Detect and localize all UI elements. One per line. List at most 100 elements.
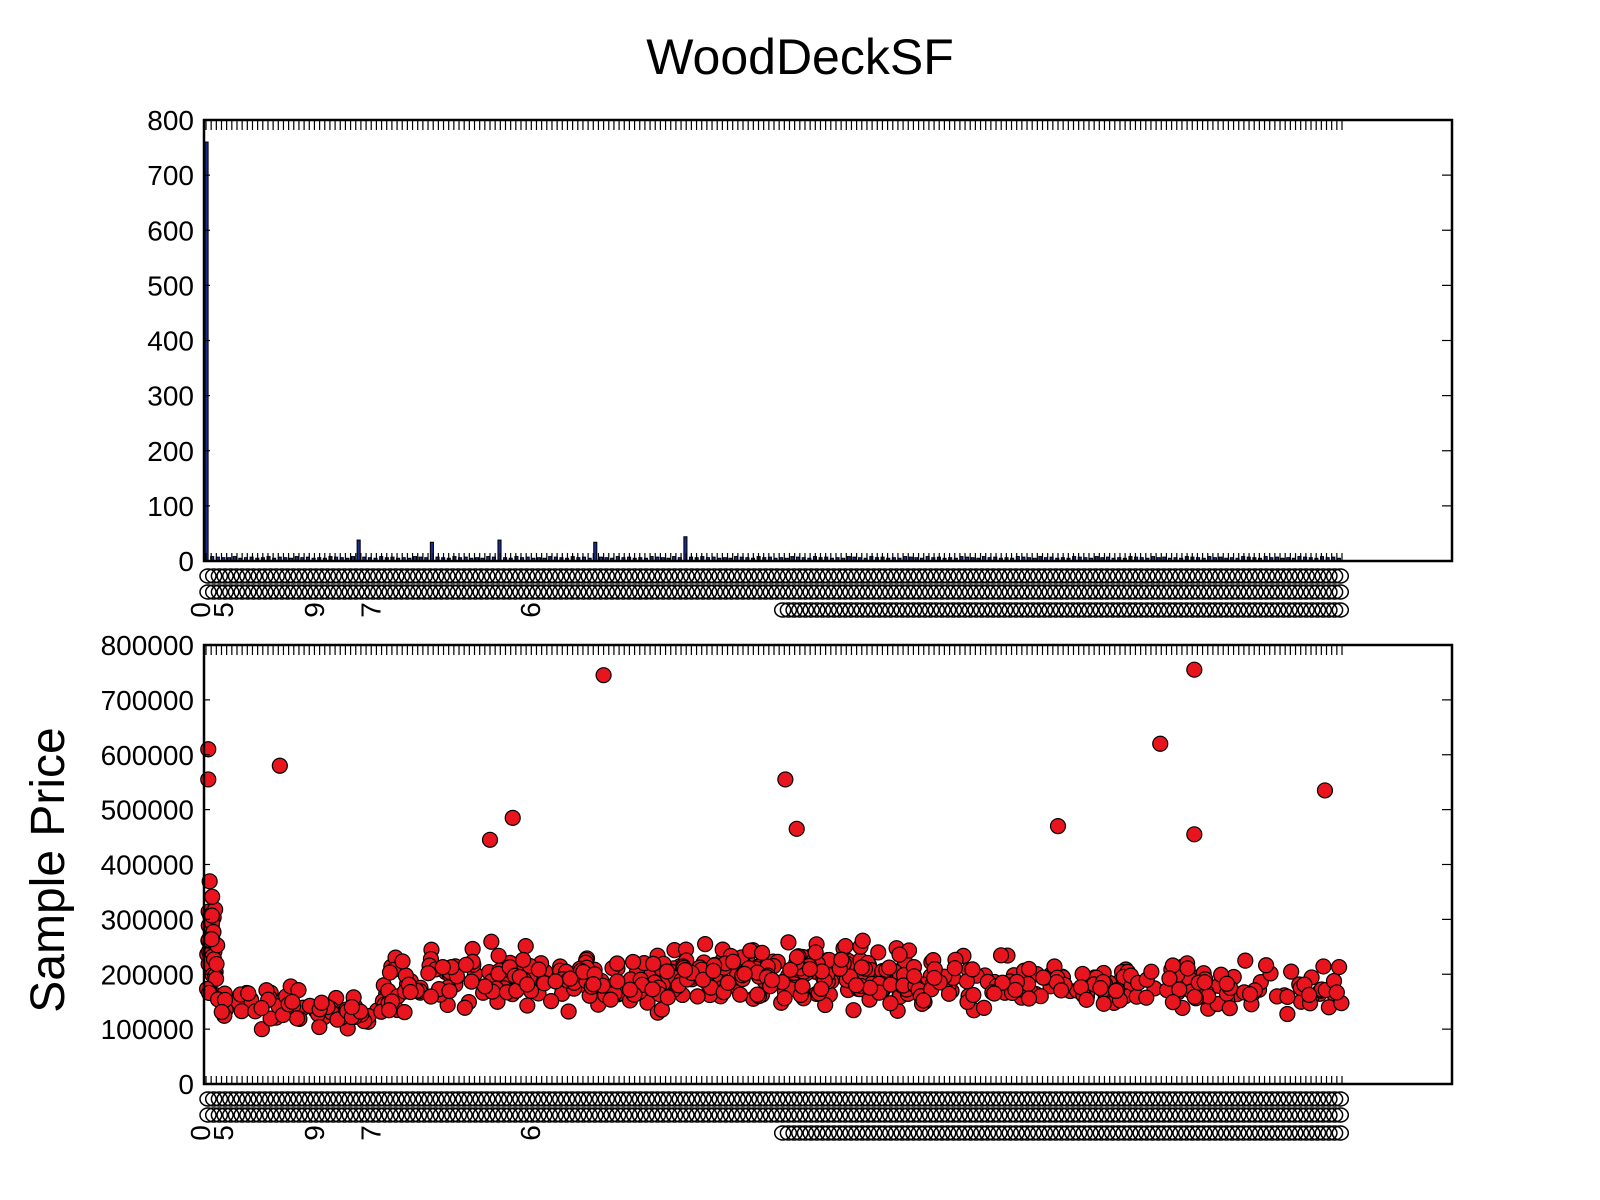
top-x-tick-label xyxy=(1109,568,1128,618)
bottom-x-tick-label xyxy=(1121,1091,1139,1141)
top-x-tick-label xyxy=(950,568,968,618)
top-x-tick-label xyxy=(734,568,752,600)
scatter-point xyxy=(1179,960,1196,977)
scatter-point xyxy=(253,999,270,1017)
top-x-tick-label xyxy=(717,568,735,600)
top-x-tick-label xyxy=(620,568,638,600)
scatter-point xyxy=(1218,975,1235,992)
bottom-x-tick-label xyxy=(728,1091,746,1123)
top-x-tick-label xyxy=(1274,568,1293,618)
top-x-tick-label xyxy=(222,568,240,600)
bottom-x-tick-label xyxy=(392,1091,411,1123)
scatter-point xyxy=(994,974,1011,991)
bottom-x-tick-label xyxy=(563,1091,581,1123)
scatter-points xyxy=(198,661,1350,1038)
top-x-tick-label xyxy=(1052,568,1071,618)
scatter-point xyxy=(986,985,1003,1002)
top-x-tick-label xyxy=(944,568,963,618)
bottom-x-tick-label xyxy=(677,1091,695,1123)
top-x-tick-label xyxy=(586,568,604,600)
bottom-x-tick-label xyxy=(495,1091,513,1123)
top-x-tick-label xyxy=(449,568,468,600)
top-x-tick-label xyxy=(1257,568,1276,618)
top-x-tick-label xyxy=(204,568,223,600)
bottom-x-tick-label xyxy=(1143,1091,1162,1141)
top-x-tick-label xyxy=(1081,568,1099,618)
bottom-x-tick-label xyxy=(648,1091,667,1123)
top-x-tick-label xyxy=(574,568,593,600)
top-x-tick-label xyxy=(478,568,496,600)
scatter-point xyxy=(763,971,781,989)
bottom-x-tick-label xyxy=(1200,1091,1219,1141)
top-x-tick-label xyxy=(1069,568,1088,618)
scatter-point xyxy=(689,988,706,1005)
top-x-tick-label xyxy=(808,568,826,618)
scatter-point xyxy=(1164,994,1182,1011)
bottom-x-tick-label xyxy=(1086,1091,1105,1141)
top-x-tick-label xyxy=(233,568,251,600)
scatter-point xyxy=(1053,982,1070,999)
top-x-tick-label xyxy=(677,568,695,600)
scatter-point xyxy=(530,961,547,978)
top-x-tick-label xyxy=(665,568,684,600)
top-x-tick-label xyxy=(421,568,439,600)
top-x-tick-label xyxy=(495,568,513,600)
bottom-x-tick-label xyxy=(1325,1091,1344,1141)
bottom-x-tick-label xyxy=(830,1091,849,1141)
scatter-point xyxy=(975,999,993,1016)
top-x-tick-label xyxy=(882,568,900,618)
bottom-x-tick-label xyxy=(1018,1091,1037,1141)
scatter-point xyxy=(853,959,870,976)
top-x-tick-label xyxy=(887,568,906,618)
bottom-x-tick-label xyxy=(1206,1091,1224,1141)
top-x-tick-label xyxy=(432,568,451,600)
bottom-x-tick-label xyxy=(961,1091,980,1141)
top-y-tick-label: 0 xyxy=(178,546,194,577)
bottom-x-tick-label xyxy=(864,1091,883,1141)
top-x-tick-label xyxy=(455,568,473,600)
scatter-point xyxy=(208,955,225,973)
top-x-tick-label xyxy=(933,568,951,618)
bottom-x-tick-label xyxy=(1069,1091,1088,1141)
scatter-point xyxy=(1328,984,1345,1001)
top-x-tick-label xyxy=(626,568,644,600)
bottom-x-tick-label xyxy=(637,1091,655,1123)
scatter-point xyxy=(595,667,612,684)
top-x-tick-label xyxy=(938,568,957,618)
scatter-point xyxy=(1143,963,1160,980)
scatter-point xyxy=(288,1010,306,1027)
bottom-x-tick-label xyxy=(682,1091,701,1123)
top-x-tick-label xyxy=(1177,568,1196,618)
scatter-point xyxy=(1279,988,1296,1005)
scatter-point xyxy=(585,976,602,993)
top-x-tick-label xyxy=(1041,568,1059,618)
bottom-x-tick-label xyxy=(711,1091,729,1123)
scatter-point xyxy=(1279,1005,1296,1023)
bottom-x-tick-label xyxy=(853,1091,872,1141)
bottom-x-tick-label xyxy=(1024,1091,1042,1141)
bottom-x-tick-label xyxy=(671,1091,690,1123)
scatter-point xyxy=(732,986,749,1003)
top-x-tick-label xyxy=(1229,568,1247,618)
scatter-point xyxy=(1237,952,1254,969)
top-x-tick-label xyxy=(1001,568,1020,618)
bottom-x-tick-label xyxy=(1183,1091,1202,1141)
top-x-tick-label xyxy=(295,568,314,600)
bottom-x-tick-label xyxy=(222,1091,240,1123)
bottom-x-tick-label xyxy=(1058,1091,1076,1141)
bottom-x-tick-label xyxy=(933,1091,951,1141)
top-x-tick-numeral: 5 xyxy=(208,602,239,618)
top-x-tick-label xyxy=(483,568,502,600)
bottom-x-tick-label xyxy=(1155,1091,1173,1141)
scatter-point xyxy=(213,1003,230,1021)
bottom-x-tick-label xyxy=(773,1091,792,1141)
scatter-point xyxy=(1078,991,1095,1008)
bottom-x-tick-label xyxy=(432,1091,451,1123)
bottom-x-tick-numeral: 5 xyxy=(208,1125,239,1141)
bottom-x-tick-label xyxy=(421,1091,439,1123)
scatter-point xyxy=(848,977,865,994)
bottom-x-tick-label xyxy=(825,1091,843,1141)
bottom-x-tick-label xyxy=(882,1091,900,1141)
top-x-tick-label xyxy=(398,568,416,600)
scatter-point xyxy=(1283,963,1300,980)
